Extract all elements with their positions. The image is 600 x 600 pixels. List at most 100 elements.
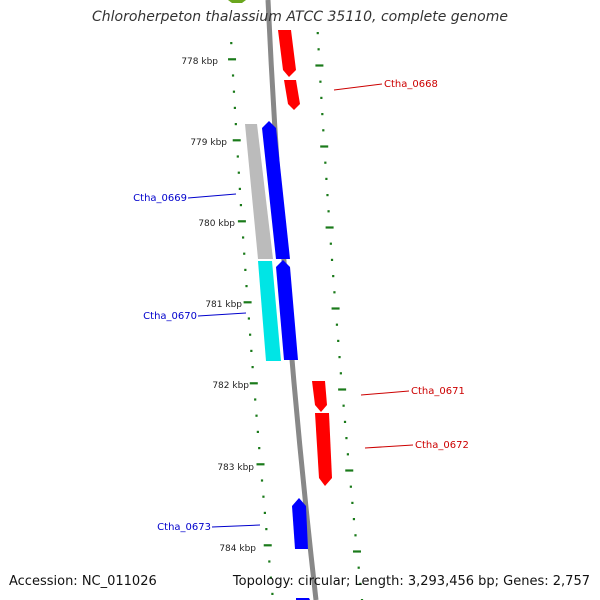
gene-ctha-0670-cyan[interactable] [258,261,281,361]
minor-tick [237,171,240,174]
major-tick [315,64,324,67]
minor-tick [352,518,356,521]
minor-tick [260,479,264,482]
minor-tick [324,161,327,164]
minor-tick [346,453,349,456]
gene-label-ctha-0673[interactable]: Ctha_0673 [157,522,211,533]
minor-tick [234,123,237,126]
gene-ctha-0672[interactable] [315,413,332,486]
gene-fragment-top[interactable] [228,0,246,3]
minor-tick [319,80,322,83]
gene-ctha-0670[interactable] [276,260,298,360]
minor-tick [262,495,265,498]
scale-label: 780 kbp [198,219,235,229]
accession-text: Accession: NC_011026 [9,574,157,589]
map-title: Chloroherpeton thalassium ATCC 35110, co… [92,9,508,25]
leader-line [187,193,237,199]
minor-tick [342,404,345,407]
minor-tick [337,339,340,342]
minor-tick [343,420,347,423]
minor-tick [258,447,261,450]
minor-tick [325,177,328,180]
major-tick [249,382,258,385]
scale-label: 781 kbp [205,300,242,310]
minor-tick [326,194,329,197]
scale-label: 779 kbp [190,138,227,148]
minor-tick [338,356,341,359]
gene-ctha-0668a[interactable] [278,30,296,77]
minor-tick [320,96,323,99]
major-tick [232,139,241,142]
major-tick [331,307,340,310]
minor-tick [244,268,247,271]
minor-tick [233,106,236,109]
scale-label: 784 kbp [219,544,256,554]
gene-label-ctha-0671[interactable]: Ctha_0671 [411,386,465,397]
minor-tick [329,242,332,245]
tick-marks [228,32,364,600]
gene-ctha-0668b[interactable] [284,80,300,110]
minor-tick [339,372,342,375]
minor-tick [268,560,271,563]
scale-label: 783 kbp [217,463,254,473]
gene-ctha-0673[interactable] [292,498,308,549]
minor-tick [236,155,239,158]
genome-summary-text: Topology: circular; Length: 3,293,456 bp… [232,574,590,589]
minor-tick [321,113,324,116]
gene-features [228,0,332,600]
gene-ctha-0669[interactable] [262,121,290,259]
minor-tick [230,42,233,45]
gene-label-ctha-0672[interactable]: Ctha_0672 [415,440,469,451]
leader-line [333,83,383,91]
major-tick [263,544,272,547]
gene-labels: Ctha_0668 Ctha_0669 Ctha_0670 Ctha_0671 … [133,79,469,533]
minor-tick [332,275,335,278]
major-tick [243,301,252,304]
minor-tick [269,576,272,579]
major-tick [228,58,237,61]
scale-label: 778 kbp [181,57,218,67]
leader-line [211,524,261,528]
minor-tick [349,485,352,488]
minor-tick [330,258,334,261]
minor-tick [231,74,235,77]
minor-tick [316,32,319,35]
minor-tick [241,236,245,239]
minor-tick [327,210,330,213]
minor-tick [256,430,259,433]
scale-label: 782 kbp [212,381,249,391]
minor-tick [243,252,246,255]
minor-tick [345,437,348,440]
major-tick [338,388,347,391]
minor-tick [239,204,243,207]
gene-label-ctha-0669[interactable]: Ctha_0669 [133,193,187,204]
major-tick [345,469,354,472]
major-tick [237,220,246,223]
gene-ctha-0669-gray[interactable] [245,124,273,259]
gene-label-ctha-0668[interactable]: Ctha_0668 [384,79,438,90]
gene-label-ctha-0670[interactable]: Ctha_0670 [143,311,197,322]
gene-ctha-0671[interactable] [312,381,327,412]
minor-tick [351,501,354,504]
minor-tick [255,414,258,417]
leader-line [197,312,247,317]
minor-tick [335,323,339,326]
minor-tick [263,511,266,514]
minor-tick [250,349,253,352]
minor-tick [271,592,274,595]
major-tick [256,463,265,466]
major-tick [325,226,334,229]
minor-tick [254,398,257,401]
minor-tick [238,187,241,190]
minor-tick [265,528,268,531]
minor-tick [354,534,357,537]
minor-tick [232,90,236,93]
leader-line [360,390,410,396]
minor-tick [322,129,325,132]
major-tick [352,550,361,553]
major-tick [320,145,329,148]
minor-tick [249,333,252,336]
leader-line [364,444,414,449]
minor-tick [247,317,250,320]
